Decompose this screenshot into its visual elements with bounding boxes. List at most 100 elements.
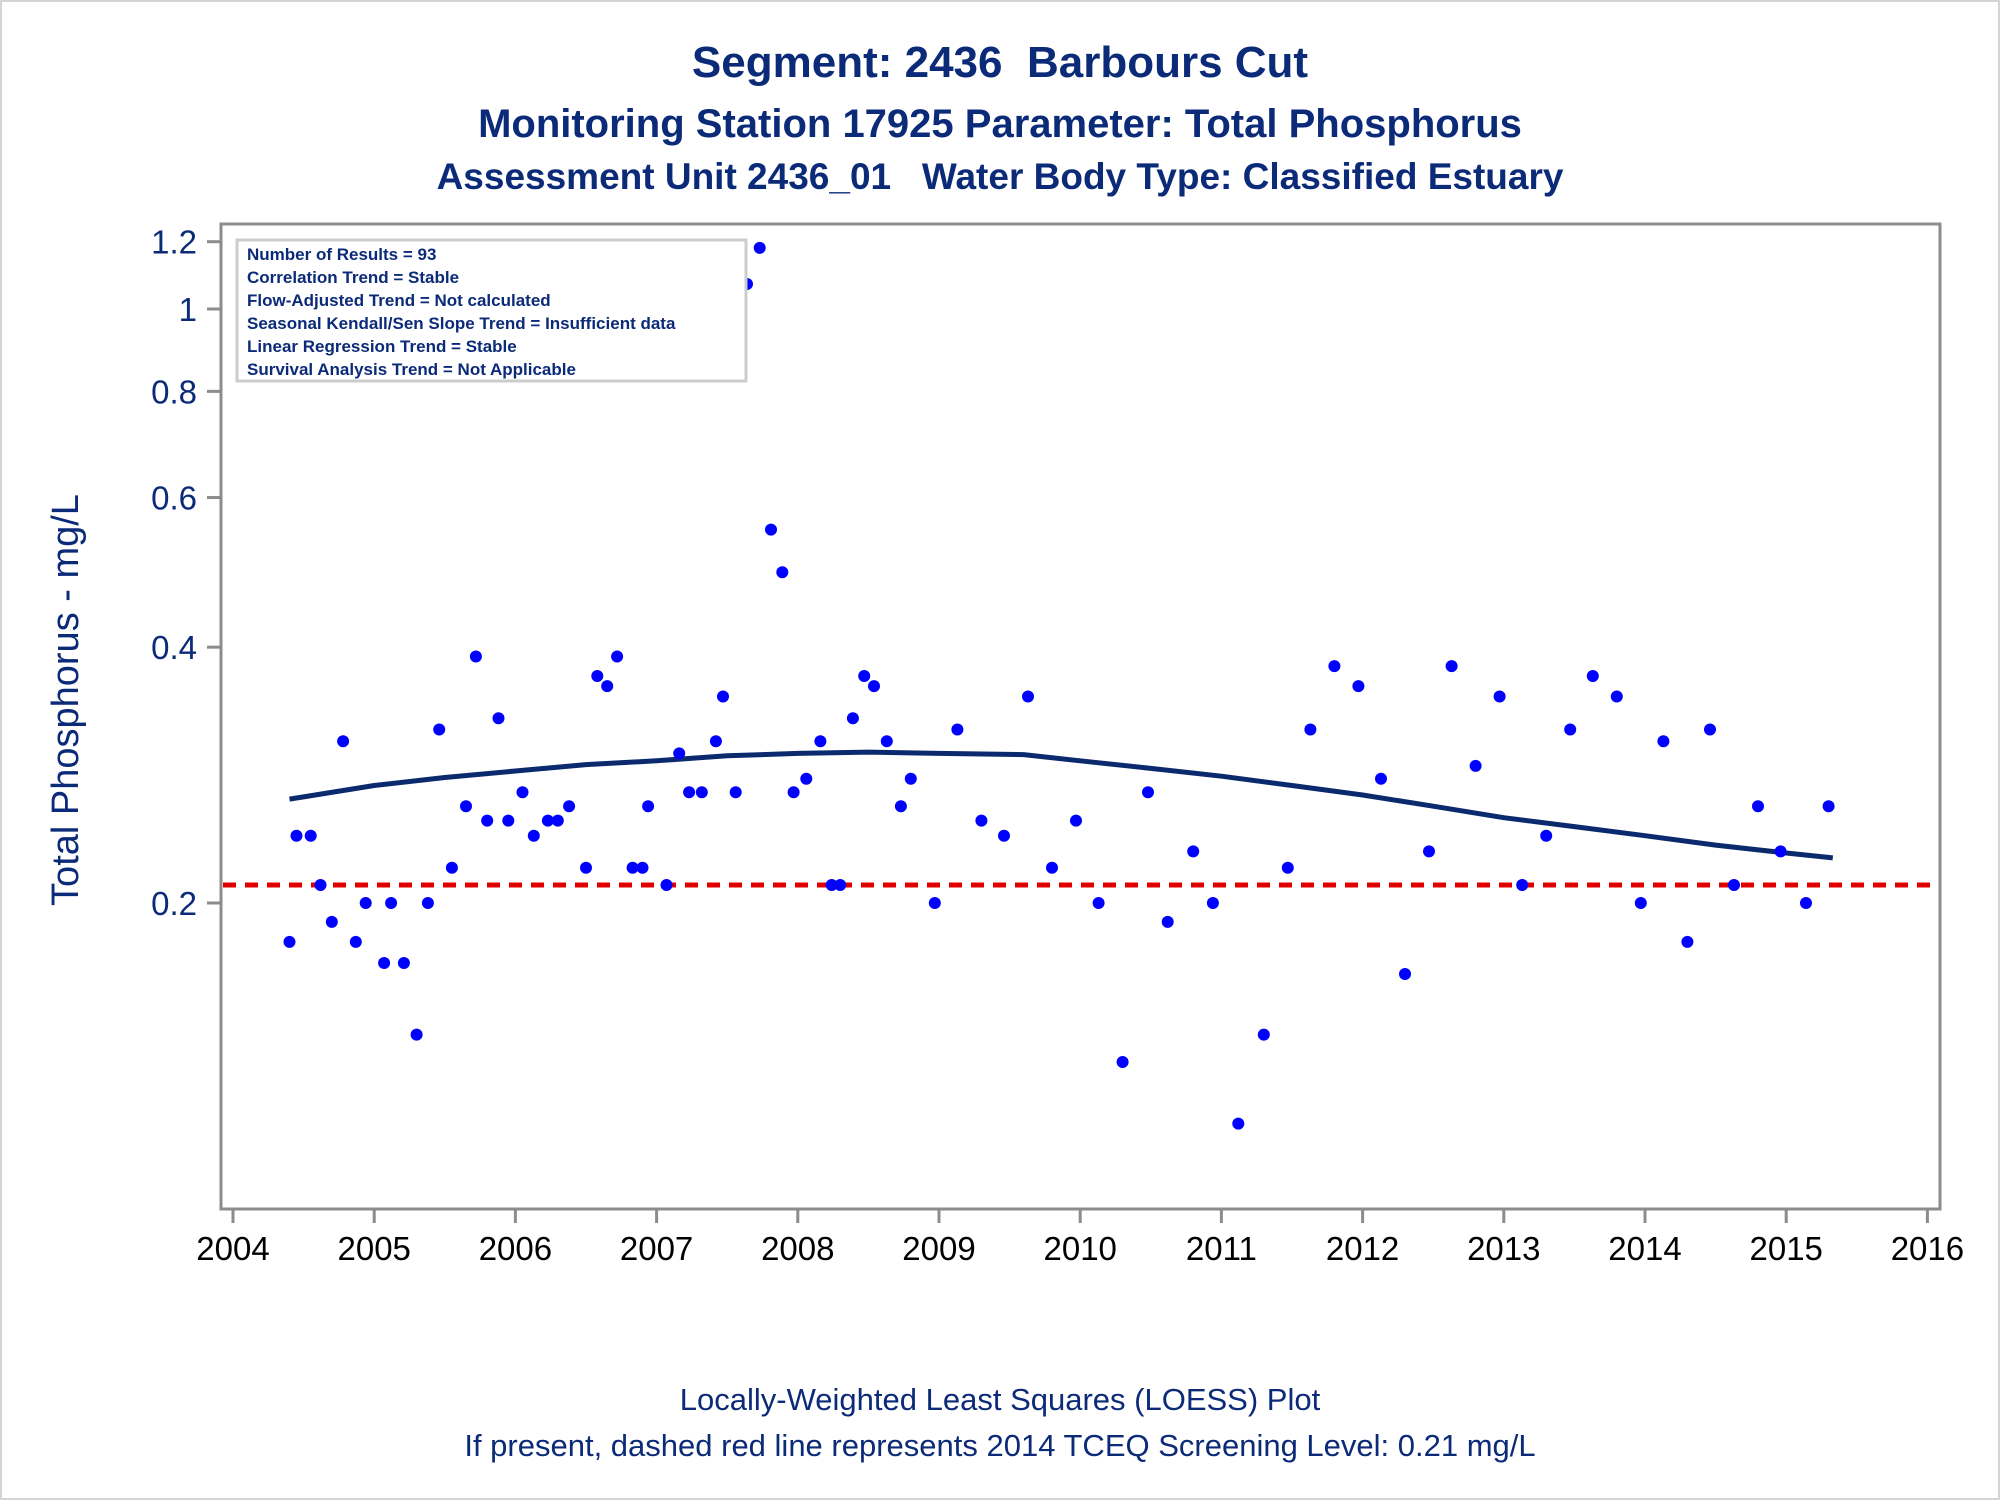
data-point — [1445, 660, 1458, 673]
data-point — [1206, 897, 1219, 909]
data-point — [776, 566, 789, 579]
data-point — [1161, 915, 1174, 928]
data-point — [825, 879, 838, 891]
y-axis-label: Total Phosphorus - mg/L — [45, 494, 87, 906]
x-tick-label: 2011 — [1186, 1230, 1257, 1267]
trend-stats-box: Number of Results = 93 Correlation Trend … — [235, 238, 748, 383]
footnote-loess: Locally-Weighted Least Squares (LOESS) P… — [679, 1382, 1321, 1417]
x-tick-label: 2009 — [902, 1230, 975, 1267]
data-point — [337, 735, 350, 748]
x-axis: 2004 2005 2006 2007 2008 2009 2010 2011 2012 2013… — [196, 1209, 1964, 1267]
data-point — [1800, 897, 1812, 909]
data-point — [283, 935, 296, 948]
data-point — [1257, 1028, 1270, 1041]
y-tick-label: 0.8 — [151, 373, 197, 410]
data-point — [378, 957, 391, 969]
data-point — [904, 772, 917, 785]
x-tick-label: 2015 — [1749, 1230, 1822, 1267]
data-point — [709, 735, 722, 748]
data-point — [481, 814, 494, 827]
data-point — [304, 829, 317, 842]
data-point — [580, 861, 592, 874]
data-point — [1375, 772, 1387, 785]
data-point — [928, 897, 941, 909]
chart-title: Segment: 2436 Barbours Cut — [691, 38, 1309, 87]
data-point — [1304, 723, 1317, 736]
data-point — [636, 861, 649, 874]
y-tick-label: 0.6 — [151, 480, 197, 517]
data-point — [1822, 800, 1835, 813]
x-tick-label: 2010 — [1043, 1230, 1116, 1267]
data-point — [695, 786, 708, 799]
data-point — [975, 814, 988, 827]
trend-stat-line: Number of Results = 93 — [247, 245, 436, 264]
data-point — [349, 935, 362, 948]
data-point — [1116, 1056, 1129, 1068]
data-point — [1681, 935, 1694, 948]
data-point — [492, 712, 505, 725]
data-point — [1774, 845, 1787, 858]
data-point — [1564, 723, 1577, 736]
x-tick-label: 2016 — [1891, 1230, 1964, 1267]
x-tick-label: 2007 — [620, 1230, 693, 1267]
data-point — [541, 814, 554, 827]
data-point — [1540, 829, 1553, 842]
data-point — [787, 786, 800, 799]
data-point — [858, 670, 871, 682]
footnote-screening-level: If present, dashed red line represents 2… — [464, 1428, 1536, 1463]
data-point — [753, 241, 766, 254]
x-tick-label: 2005 — [337, 1230, 410, 1267]
x-tick-label: 2004 — [196, 1230, 269, 1267]
data-point — [445, 861, 458, 874]
data-point — [626, 861, 639, 874]
data-point — [410, 1028, 423, 1041]
data-point — [998, 829, 1010, 842]
y-tick-label: 1 — [179, 291, 197, 328]
data-point — [1728, 879, 1740, 891]
y-axis: 0.2 0.4 0.6 0.8 1 1.2 — [151, 224, 221, 922]
data-point — [1423, 845, 1435, 858]
data-point — [1634, 897, 1647, 909]
data-point — [421, 897, 434, 909]
data-point — [460, 800, 472, 813]
y-tick-label: 0.4 — [151, 629, 197, 666]
data-point — [846, 712, 859, 725]
data-point — [397, 957, 410, 969]
data-point — [1610, 690, 1623, 703]
data-point — [551, 814, 564, 827]
data-point — [1352, 680, 1365, 693]
data-points — [283, 241, 1835, 1130]
data-point — [800, 772, 813, 785]
data-point — [385, 897, 398, 909]
data-point — [1328, 660, 1341, 673]
trend-stat-line: Linear Regression Trend = Stable — [247, 337, 517, 356]
data-point — [1493, 690, 1506, 703]
data-point — [765, 523, 777, 536]
data-point — [359, 897, 372, 909]
data-point — [1657, 735, 1670, 748]
trend-stat-line: Flow-Adjusted Trend = Not calculated — [247, 291, 551, 310]
trend-stat-line: Correlation Trend = Stable — [247, 268, 459, 287]
trend-stat-line: Seasonal Kendall/Sen Slope Trend = Insuf… — [247, 314, 676, 333]
data-point — [325, 915, 338, 928]
data-point — [683, 786, 696, 799]
chart-subtitle-station: Monitoring Station 17925 Parameter: Tota… — [478, 102, 1522, 146]
data-point — [591, 670, 604, 682]
data-point — [527, 829, 540, 842]
loess-curve — [289, 749, 1834, 861]
data-point — [1281, 861, 1294, 874]
data-point — [1046, 861, 1058, 874]
data-point — [1092, 897, 1105, 909]
data-point — [834, 879, 847, 891]
data-point — [469, 650, 482, 663]
data-point — [868, 680, 880, 693]
data-point — [880, 735, 893, 748]
data-point — [1070, 814, 1082, 827]
data-point — [1022, 690, 1034, 703]
data-point — [563, 800, 576, 813]
data-point — [1187, 845, 1200, 858]
x-tick-label: 2012 — [1326, 1230, 1399, 1267]
data-point — [1586, 670, 1599, 682]
data-point — [717, 690, 729, 703]
